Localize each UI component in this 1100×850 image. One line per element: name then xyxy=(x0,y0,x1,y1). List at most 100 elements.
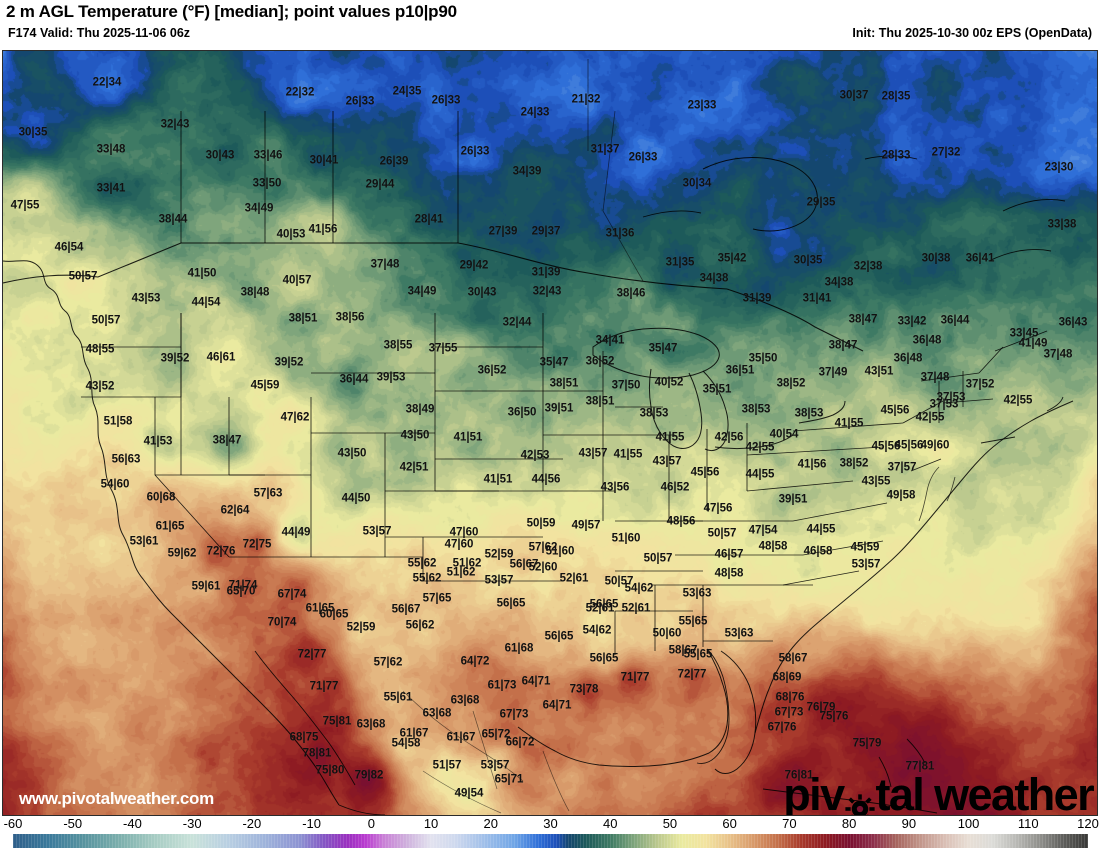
border-path xyxy=(910,458,942,472)
point-value-label: 63|68 xyxy=(422,707,452,720)
point-value-label: 38|47 xyxy=(848,313,878,326)
point-value-label: 38|46 xyxy=(616,287,646,300)
border-path xyxy=(726,288,864,352)
border-path xyxy=(746,446,884,456)
point-value-label: 38|44 xyxy=(158,213,188,226)
point-value-label: 50|57 xyxy=(68,270,98,283)
border-path xyxy=(254,650,356,786)
point-value-label: 41|49 xyxy=(1018,337,1048,350)
colorbar-tick: 10 xyxy=(423,816,439,831)
point-value-label: 38|52 xyxy=(839,457,869,470)
valid-time-label: F174 Valid: Thu 2025-11-06 06z xyxy=(8,26,191,40)
point-value-label: 27|39 xyxy=(488,225,518,238)
point-value-label: 42|55 xyxy=(1003,394,1033,407)
point-value-label: 41|55 xyxy=(613,448,643,461)
map-borders-overlay xyxy=(3,59,1074,815)
point-value-label: 30|35 xyxy=(793,254,823,267)
point-value-label: 37|52 xyxy=(965,378,995,391)
border-path xyxy=(798,400,846,424)
point-value-label: 50|57 xyxy=(643,552,673,565)
point-value-label: 52|60 xyxy=(528,561,558,574)
point-value-label: 31|41 xyxy=(802,292,832,305)
point-value-label: 36|43 xyxy=(1058,316,1088,329)
point-value-label: 36|48 xyxy=(893,352,923,365)
point-value-label: 41|56 xyxy=(308,223,338,236)
point-value-label: 47|55 xyxy=(10,199,40,212)
colorbar[interactable]: -60 -50 -40 -30 -20 -10 0 10 20 30 40 50 60 70 80 90 100… xyxy=(0,816,1100,850)
colorbar-tick: 40 xyxy=(602,816,618,831)
point-value-label: 30|43 xyxy=(467,286,497,299)
point-value-label: 30|37 xyxy=(839,89,869,102)
point-value-label: 61|73 xyxy=(487,679,517,692)
point-value-label: 32|43 xyxy=(160,118,190,131)
point-value-label: 48|58 xyxy=(714,567,744,580)
point-value-label: 37|49 xyxy=(818,366,848,379)
point-value-label: 41|55 xyxy=(655,431,685,444)
border-path xyxy=(920,372,980,382)
point-value-label: 26|33 xyxy=(345,95,375,108)
point-value-label: 56|65 xyxy=(544,630,574,643)
point-value-label: 46|61 xyxy=(206,351,236,364)
point-value-label: 47|60 xyxy=(444,538,474,551)
point-value-label: 50|57 xyxy=(604,575,634,588)
colorbar-tick: 30 xyxy=(543,816,558,831)
point-value-label: 36|48 xyxy=(912,334,942,347)
point-value-label: 30|43 xyxy=(205,149,235,162)
border-path xyxy=(994,330,1048,352)
point-value-label: 40|53 xyxy=(276,228,306,241)
colorbar-tick: -30 xyxy=(182,816,202,831)
colorbar-tick: 60 xyxy=(722,816,737,831)
point-value-label: 59|61 xyxy=(191,580,221,593)
point-value-label: 67|74 xyxy=(277,588,307,601)
point-value-label: 53|63 xyxy=(682,587,712,600)
point-value-label: 51|62 xyxy=(452,557,482,570)
point-value-label: 67|73 xyxy=(774,706,804,719)
point-value-label: 56|67 xyxy=(509,558,539,571)
colorbar-tick: 110 xyxy=(1017,816,1039,831)
point-value-label: 56|65 xyxy=(496,597,526,610)
brand-watermark: piv xyxy=(783,769,1095,816)
colorbar-tick: 100 xyxy=(957,816,980,831)
border-path xyxy=(602,110,644,282)
point-value-label: 45|56 xyxy=(880,404,910,417)
point-value-label: 35|47 xyxy=(539,356,569,369)
point-value-label: 39|53 xyxy=(376,371,406,384)
point-value-label: 44|54 xyxy=(191,296,221,309)
point-value-label: 54|62 xyxy=(624,582,654,595)
point-value-label: 33|42 xyxy=(897,315,927,328)
point-value-label: 43|57 xyxy=(578,447,608,460)
point-value-label: 51|62 xyxy=(446,566,476,579)
point-value-label: 61|65 xyxy=(305,602,335,615)
point-value-label: 45|59 xyxy=(250,379,280,392)
init-time-label: Init: Thu 2025-10-30 00z EPS (OpenData) xyxy=(852,26,1092,40)
point-value-label: 72|75 xyxy=(242,538,272,551)
point-value-label: 31|36 xyxy=(605,227,635,240)
point-value-label: 42|55 xyxy=(745,441,775,454)
point-value-label: 53|61 xyxy=(129,535,159,548)
brand-text-part2: tal weather xyxy=(875,769,1095,816)
border-path xyxy=(702,156,818,232)
colorbar-tick: -20 xyxy=(242,816,262,831)
point-value-label: 53|57 xyxy=(484,574,514,587)
border-path xyxy=(3,260,340,806)
point-value-label: 49|54 xyxy=(454,787,484,800)
temperature-map[interactable]: 22|34 22|32 24|35 26|33 26|33 24|33 21|32 23|33… xyxy=(2,50,1098,816)
point-value-label: 52|61 xyxy=(621,602,651,615)
point-value-label: 31|35 xyxy=(665,256,695,269)
border-path xyxy=(946,476,956,502)
point-value-label: 42|53 xyxy=(520,449,550,462)
point-value-label: 65|71 xyxy=(494,773,524,786)
point-value-label: 44|55 xyxy=(806,523,836,536)
point-value-label: 44|50 xyxy=(341,492,371,505)
point-value-label: 50|57 xyxy=(91,314,121,327)
point-value-label: 44|49 xyxy=(281,526,311,539)
point-value-label: 61|67 xyxy=(446,731,476,744)
point-value-label: 35|47 xyxy=(648,342,678,355)
point-value-label: 54|58 xyxy=(391,737,421,750)
point-value-label: 46|57 xyxy=(714,548,744,561)
point-value-label: 31|39 xyxy=(531,266,561,279)
colorbar-tick: 20 xyxy=(483,816,498,831)
point-value-label: 77|81 xyxy=(905,760,935,773)
point-value-label: 39|51 xyxy=(544,402,574,415)
point-value-label: 76|79 xyxy=(806,701,836,714)
